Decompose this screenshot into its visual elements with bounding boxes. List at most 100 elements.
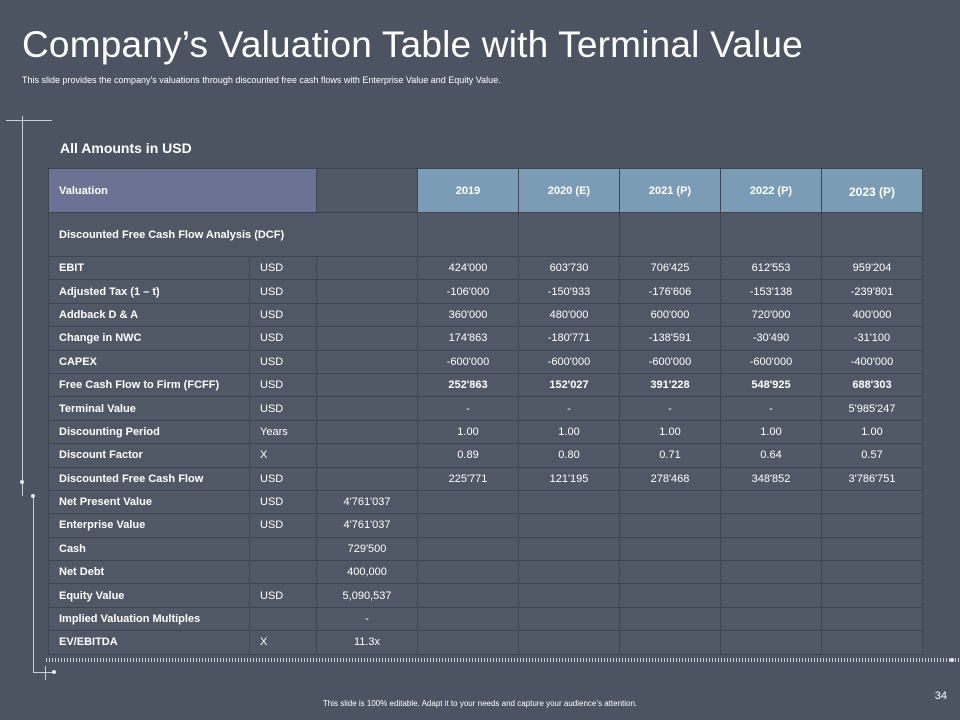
row-year-value: -31'100 bbox=[821, 326, 923, 351]
row-year-value bbox=[518, 536, 620, 562]
row-year-value: - bbox=[720, 396, 822, 421]
row-summary-value bbox=[316, 279, 418, 304]
header-year: 2019 bbox=[417, 168, 519, 213]
row-label: Implied Valuation Multiples bbox=[48, 606, 250, 632]
row-year-value: 360'000 bbox=[417, 302, 519, 328]
row-year-value bbox=[720, 489, 822, 515]
row-label: Free Cash Flow to Firm (FCFF) bbox=[48, 372, 250, 398]
row-year-value: - bbox=[619, 396, 721, 421]
row-year-value: 424'000 bbox=[417, 255, 519, 281]
row-label: EV/EBITDA bbox=[48, 630, 250, 655]
table-row: Enterprise Value USD 4'761'037 bbox=[48, 513, 923, 538]
row-year-value: -153'138 bbox=[720, 279, 822, 304]
row-year-value: -600'000 bbox=[720, 349, 822, 374]
amounts-label: All Amounts in USD bbox=[60, 140, 192, 156]
decor-dot bbox=[31, 494, 35, 498]
row-year-value bbox=[619, 489, 721, 515]
row-year-value: 1.00 bbox=[417, 419, 519, 445]
row-summary-value bbox=[316, 396, 418, 421]
row-year-value bbox=[518, 583, 620, 608]
table-header-row: Valuation 2019 2020 (E) 2021 (P) 2022 (P… bbox=[48, 168, 923, 213]
row-year-value: -239'801 bbox=[821, 279, 923, 304]
table-row: Implied Valuation Multiples - bbox=[48, 606, 923, 632]
row-summary-value: 4'761'037 bbox=[316, 513, 418, 538]
row-year-value: -138'591 bbox=[619, 326, 721, 351]
table-cell bbox=[417, 212, 519, 257]
row-summary-value bbox=[316, 349, 418, 374]
table-row: Adjusted Tax (1 – t) USD -106'000 -150'933-… bbox=[48, 279, 923, 304]
row-year-value bbox=[518, 630, 620, 655]
table-row: Discount Factor X 0.89 0.80 0.71 0.64 0.57 bbox=[48, 443, 923, 468]
row-year-value: -180'771 bbox=[518, 326, 620, 351]
row-year-value: -400'000 bbox=[821, 349, 923, 374]
row-year-value: 612'553 bbox=[720, 255, 822, 281]
table-row: Net Debt 400,000 bbox=[48, 560, 923, 585]
row-year-value bbox=[619, 513, 721, 538]
row-year-value bbox=[417, 583, 519, 608]
row-year-value bbox=[417, 630, 519, 655]
row-year-value: 252'863 bbox=[417, 372, 519, 398]
row-unit: USD bbox=[249, 349, 317, 374]
row-year-value bbox=[821, 489, 923, 515]
decor-bottom-tick bbox=[45, 666, 46, 680]
row-year-value: -106'000 bbox=[417, 279, 519, 304]
row-year-value: -150'933 bbox=[518, 279, 620, 304]
row-summary-value: 5,090,537 bbox=[316, 583, 418, 608]
row-year-value: -600'000 bbox=[518, 349, 620, 374]
row-year-value: 3'786'751 bbox=[821, 466, 923, 491]
row-summary-value bbox=[316, 466, 418, 491]
row-year-value: 225'771 bbox=[417, 466, 519, 491]
row-year-value bbox=[720, 513, 822, 538]
decor-hatched-rule bbox=[46, 658, 960, 662]
row-year-value bbox=[821, 630, 923, 655]
header-year: 2020 (E) bbox=[518, 168, 620, 213]
row-year-value: 1.00 bbox=[821, 419, 923, 445]
row-year-value bbox=[720, 583, 822, 608]
decor-dot bbox=[950, 658, 954, 662]
row-unit bbox=[249, 560, 317, 585]
row-summary-value: - bbox=[316, 606, 418, 632]
row-year-value: 121'195 bbox=[518, 466, 620, 491]
header-summary-cell bbox=[316, 168, 418, 213]
table-cell bbox=[720, 212, 822, 257]
row-unit: X bbox=[249, 630, 317, 655]
slide-subtitle: This slide provides the company's valuat… bbox=[22, 75, 501, 85]
table-row: Equity Value USD 5,090,537 bbox=[48, 583, 923, 608]
row-unit: USD bbox=[249, 302, 317, 328]
row-year-value bbox=[720, 560, 822, 585]
table-cell bbox=[518, 212, 620, 257]
slide-title: Company’s Valuation Table with Terminal … bbox=[22, 24, 803, 65]
header-valuation: Valuation bbox=[48, 168, 317, 213]
decor-dot bbox=[52, 670, 56, 674]
row-year-value: 0.80 bbox=[518, 443, 620, 468]
row-summary-value bbox=[316, 419, 418, 445]
row-year-value: 0.57 bbox=[821, 443, 923, 468]
row-unit: USD bbox=[249, 255, 317, 281]
row-label: Discounted Free Cash Flow bbox=[48, 466, 250, 491]
row-year-value bbox=[619, 536, 721, 562]
row-year-value: 1.00 bbox=[619, 419, 721, 445]
row-year-value: -600'000 bbox=[619, 349, 721, 374]
row-year-value bbox=[518, 606, 620, 632]
row-label: Discount Factor bbox=[48, 443, 250, 468]
decor-left-vertical-line bbox=[22, 116, 23, 496]
row-year-value: 0.71 bbox=[619, 443, 721, 468]
table-cell bbox=[619, 212, 721, 257]
page-number: 34 bbox=[934, 690, 947, 702]
row-unit: USD bbox=[249, 489, 317, 515]
footer-note: This slide is 100% editable. Adapt it to… bbox=[322, 699, 638, 708]
row-year-value bbox=[417, 560, 519, 585]
row-year-value bbox=[619, 583, 721, 608]
row-year-value: 5'985'247 bbox=[821, 396, 923, 421]
row-year-value: 348'852 bbox=[720, 466, 822, 491]
row-unit: X bbox=[249, 443, 317, 468]
row-year-value: 600'000 bbox=[619, 302, 721, 328]
row-label: Addback D & A bbox=[48, 302, 250, 328]
row-label: Terminal Value bbox=[48, 396, 250, 421]
row-year-value bbox=[417, 513, 519, 538]
row-label: Discounting Period bbox=[48, 419, 250, 445]
row-summary-value: 4'761'037 bbox=[316, 489, 418, 515]
row-year-value bbox=[518, 560, 620, 585]
row-unit: USD bbox=[249, 372, 317, 398]
row-label: Adjusted Tax (1 – t) bbox=[48, 279, 250, 304]
